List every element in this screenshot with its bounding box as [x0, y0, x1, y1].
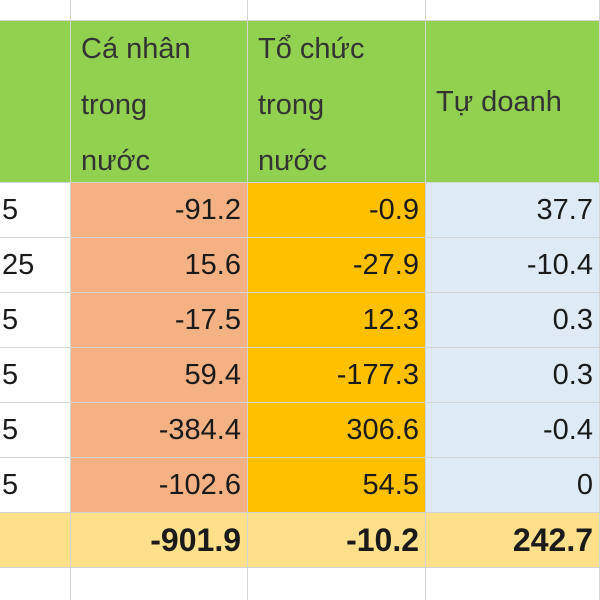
table-cell: 0 — [426, 458, 600, 513]
header-cell: Tự doanh — [426, 21, 600, 183]
table-cell: 15.6 — [71, 238, 248, 293]
header-text: Tổ chức trong nước — [258, 33, 365, 177]
total-cell: 242.7 — [426, 513, 600, 568]
table-cell: -10.4 — [426, 238, 600, 293]
table-cell: 0.3 — [426, 348, 600, 403]
table-cell: -177.3 — [248, 348, 426, 403]
header-text: Cá nhân trong nước — [81, 33, 191, 177]
total-cell: -901.9 — [71, 513, 248, 568]
table-cell: 5 — [0, 458, 71, 513]
total-cell: -10.2 — [248, 513, 426, 568]
table-cell: -17.5 — [71, 293, 248, 348]
header-text: Tự doanh — [436, 86, 562, 118]
grid-cell — [71, 0, 248, 21]
grid-cell — [248, 568, 426, 600]
grid-cell — [0, 0, 71, 21]
table-cell: 5 — [0, 348, 71, 403]
table-cell: 306.6 — [248, 403, 426, 458]
table-cell: 12.3 — [248, 293, 426, 348]
grid-cell — [248, 0, 426, 21]
table-cell: -27.9 — [248, 238, 426, 293]
header-cell: Cá nhân trong nước — [71, 21, 248, 183]
grid-cell — [71, 568, 248, 600]
header-cell — [0, 21, 71, 183]
table-cell: -0.9 — [248, 183, 426, 238]
grid-cell — [426, 568, 600, 600]
total-cell — [0, 513, 71, 568]
grid-cell — [0, 568, 71, 600]
table-cell: 54.5 — [248, 458, 426, 513]
header-cell: Tổ chức trong nước — [248, 21, 426, 183]
table-cell: -0.4 — [426, 403, 600, 458]
table-cell: 59.4 — [71, 348, 248, 403]
table-cell: 5 — [0, 403, 71, 458]
table-cell: -102.6 — [71, 458, 248, 513]
table-cell: 25 — [0, 238, 71, 293]
table-cell: 0.3 — [426, 293, 600, 348]
table-cell: 5 — [0, 183, 71, 238]
table-cell: -384.4 — [71, 403, 248, 458]
table-cell: -91.2 — [71, 183, 248, 238]
table-cell: 37.7 — [426, 183, 600, 238]
table-cell: 5 — [0, 293, 71, 348]
grid-cell — [426, 0, 600, 21]
